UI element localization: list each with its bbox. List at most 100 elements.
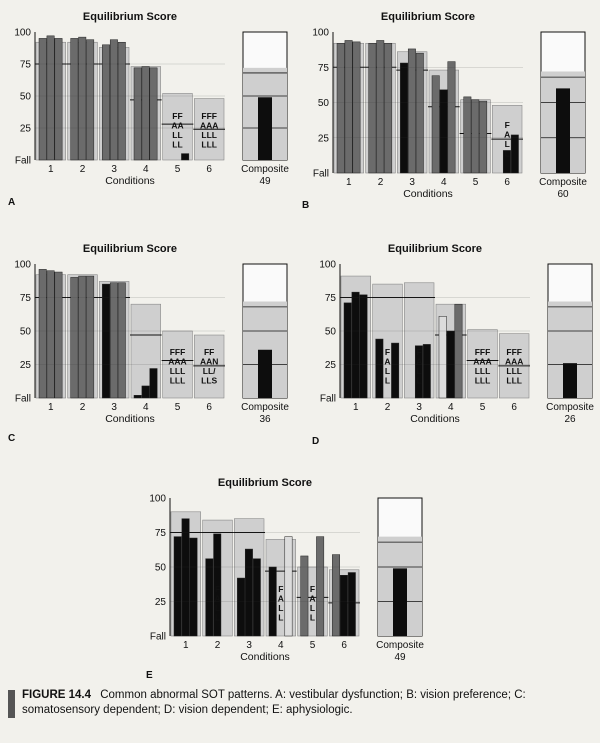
y-tick-label: 75 [20, 293, 32, 304]
trial-bar [268, 566, 277, 637]
y-tick-label: Fall [313, 169, 329, 180]
sot-panel-E: Equilibrium Score 100 75 50 25 Fall 1 2 3 4 5 6 F A L L… [146, 477, 424, 681]
chart-title: Equilibrium Score [83, 243, 177, 255]
trial-bar [336, 43, 345, 174]
composite-bar [258, 349, 272, 398]
sot-panel-A: Equilibrium Score 100 75 50 25 Fall 1 2 3 4 5 6 FF AA… [8, 11, 289, 208]
y-tick-label: Fall [150, 632, 166, 643]
trial-bar [181, 153, 190, 161]
trial-bar [54, 271, 63, 399]
composite-bar [563, 363, 577, 398]
trial-bar [54, 38, 63, 161]
x-tick-label: 1 [183, 640, 189, 651]
x-axis-label: Conditions [403, 188, 453, 200]
x-tick-label: 3 [246, 640, 252, 651]
trial-bar [414, 345, 423, 399]
y-tick-label: Fall [15, 156, 31, 167]
fall-label: FFF AAA LLL LLL [168, 347, 186, 386]
trial-bar [510, 134, 519, 174]
trial-bar [391, 342, 400, 399]
trial-bar [343, 302, 352, 399]
fall-label: FFF AAA LLL LLL [200, 111, 218, 150]
y-tick-label: Fall [15, 394, 31, 405]
y-tick-label: 50 [20, 92, 32, 103]
sot-panel-B: Equilibrium Score 100 75 50 25 Fall 1 2 3 4 5 6 F A L L… [302, 11, 587, 211]
trial-bar [205, 558, 214, 637]
x-tick-label: 6 [511, 402, 517, 413]
y-tick-label: 75 [20, 60, 32, 71]
trial-bar [284, 536, 293, 637]
y-tick-label: 25 [318, 133, 330, 144]
x-tick-label: 4 [441, 177, 447, 188]
caption-label: FIGURE 14.4 [22, 689, 92, 701]
composite-label: Composite [241, 164, 289, 175]
trial-bar [213, 533, 222, 637]
x-tick-label: 5 [310, 640, 316, 651]
y-tick-label: 100 [319, 260, 336, 271]
x-tick-label: 5 [175, 402, 181, 413]
normal-range-band [194, 334, 225, 399]
trial-bar [86, 39, 95, 161]
trial-bar [339, 575, 348, 637]
composite-value: 60 [557, 189, 569, 200]
trial-bar [502, 150, 511, 174]
y-tick-label: 50 [155, 563, 167, 574]
x-tick-label: 4 [278, 640, 284, 651]
trial-bar [133, 395, 142, 399]
trial-bar [479, 100, 488, 174]
trial-bar [316, 536, 325, 637]
trial-bar [117, 41, 126, 161]
trial-bar [252, 558, 261, 637]
trial-bar [447, 61, 456, 174]
trial-bar [415, 52, 424, 174]
composite-label: Composite [376, 640, 424, 651]
composite-label: Composite [546, 402, 594, 413]
x-tick-label: 3 [416, 402, 422, 413]
trial-bar [237, 577, 245, 637]
trial-bar [46, 270, 55, 399]
sot-panel-D: Equilibrium Score 100 75 50 25 Fall 1 2 3 4 5 6 F A L L… [312, 243, 594, 447]
x-tick-label: 2 [378, 177, 384, 188]
y-tick-label: 25 [155, 597, 167, 608]
composite-bar [393, 568, 407, 636]
trial-bar [351, 291, 360, 399]
trial-bar [38, 38, 47, 161]
trial-bar [102, 283, 110, 399]
normal-range-band [162, 330, 193, 399]
fall-label: FFF AAA LLL LLL [473, 347, 491, 386]
trial-bar [352, 41, 361, 174]
x-tick-label: 3 [111, 164, 117, 175]
trial-bar [38, 269, 47, 399]
trial-bar [173, 536, 182, 637]
normal-range-band [162, 93, 193, 161]
x-tick-label: 5 [175, 164, 181, 175]
trial-bar [384, 43, 393, 174]
composite-value: 36 [259, 414, 271, 425]
trial-bar [446, 330, 455, 399]
y-tick-label: 50 [325, 327, 337, 338]
y-tick-label: 75 [318, 63, 330, 74]
x-tick-label: 2 [215, 640, 221, 651]
trial-bar [368, 43, 377, 174]
trial-bar [117, 282, 126, 399]
y-tick-label: 100 [312, 28, 329, 39]
x-tick-label: 6 [504, 177, 510, 188]
trial-bar [141, 385, 150, 399]
chart-title: Equilibrium Score [381, 11, 475, 23]
y-tick-label: 100 [14, 260, 31, 271]
trial-bar [407, 48, 416, 174]
composite-bar [556, 88, 570, 173]
trial-bar [46, 35, 55, 161]
panel-letter: C [8, 433, 15, 444]
trial-bar [471, 99, 480, 174]
x-axis-label: Conditions [410, 413, 460, 425]
trial-bar [375, 338, 384, 399]
trial-bar [300, 555, 309, 637]
x-tick-label: 1 [48, 402, 54, 413]
fall-label: FFF AAA LLL LLL [505, 347, 523, 386]
trial-bar [244, 548, 253, 637]
